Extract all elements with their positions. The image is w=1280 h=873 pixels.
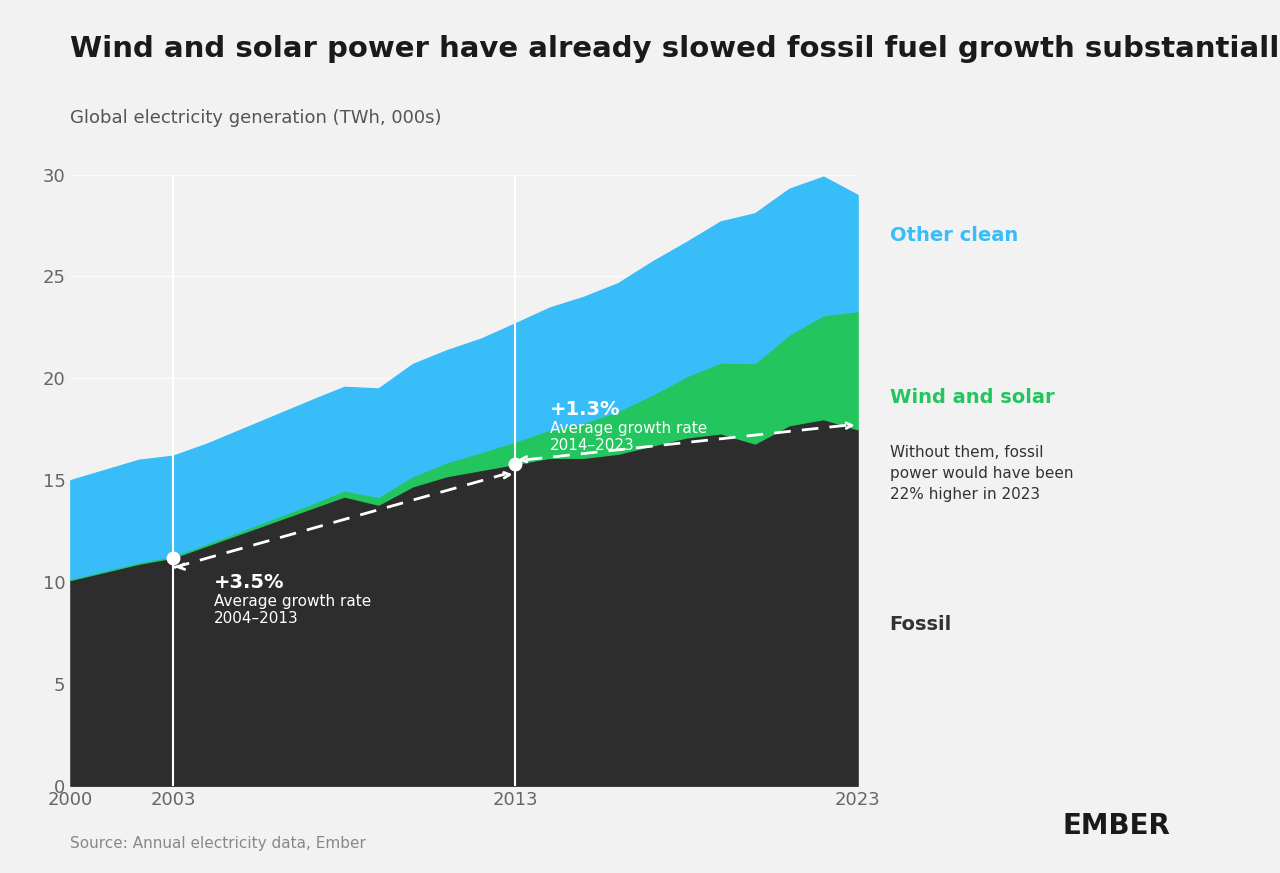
Text: EMBER: EMBER — [1062, 812, 1170, 840]
Text: Global electricity generation (TWh, 000s): Global electricity generation (TWh, 000s… — [70, 109, 442, 127]
Text: Wind and solar: Wind and solar — [890, 388, 1055, 407]
Text: Average growth rate: Average growth rate — [549, 422, 707, 436]
Text: Wind and solar power have already slowed fossil fuel growth substantially: Wind and solar power have already slowed… — [70, 35, 1280, 63]
Text: 2004–2013: 2004–2013 — [214, 611, 300, 626]
Text: Other clean: Other clean — [890, 226, 1018, 245]
Text: 2014–2023: 2014–2023 — [549, 437, 635, 452]
Text: Fossil: Fossil — [890, 615, 952, 634]
Text: +1.3%: +1.3% — [549, 400, 620, 419]
Text: Source: Annual electricity data, Ember: Source: Annual electricity data, Ember — [70, 836, 366, 851]
Text: Average growth rate: Average growth rate — [214, 595, 371, 609]
Text: Without them, fossil
power would have been
22% higher in 2023: Without them, fossil power would have be… — [890, 445, 1073, 502]
Text: +3.5%: +3.5% — [214, 573, 284, 592]
